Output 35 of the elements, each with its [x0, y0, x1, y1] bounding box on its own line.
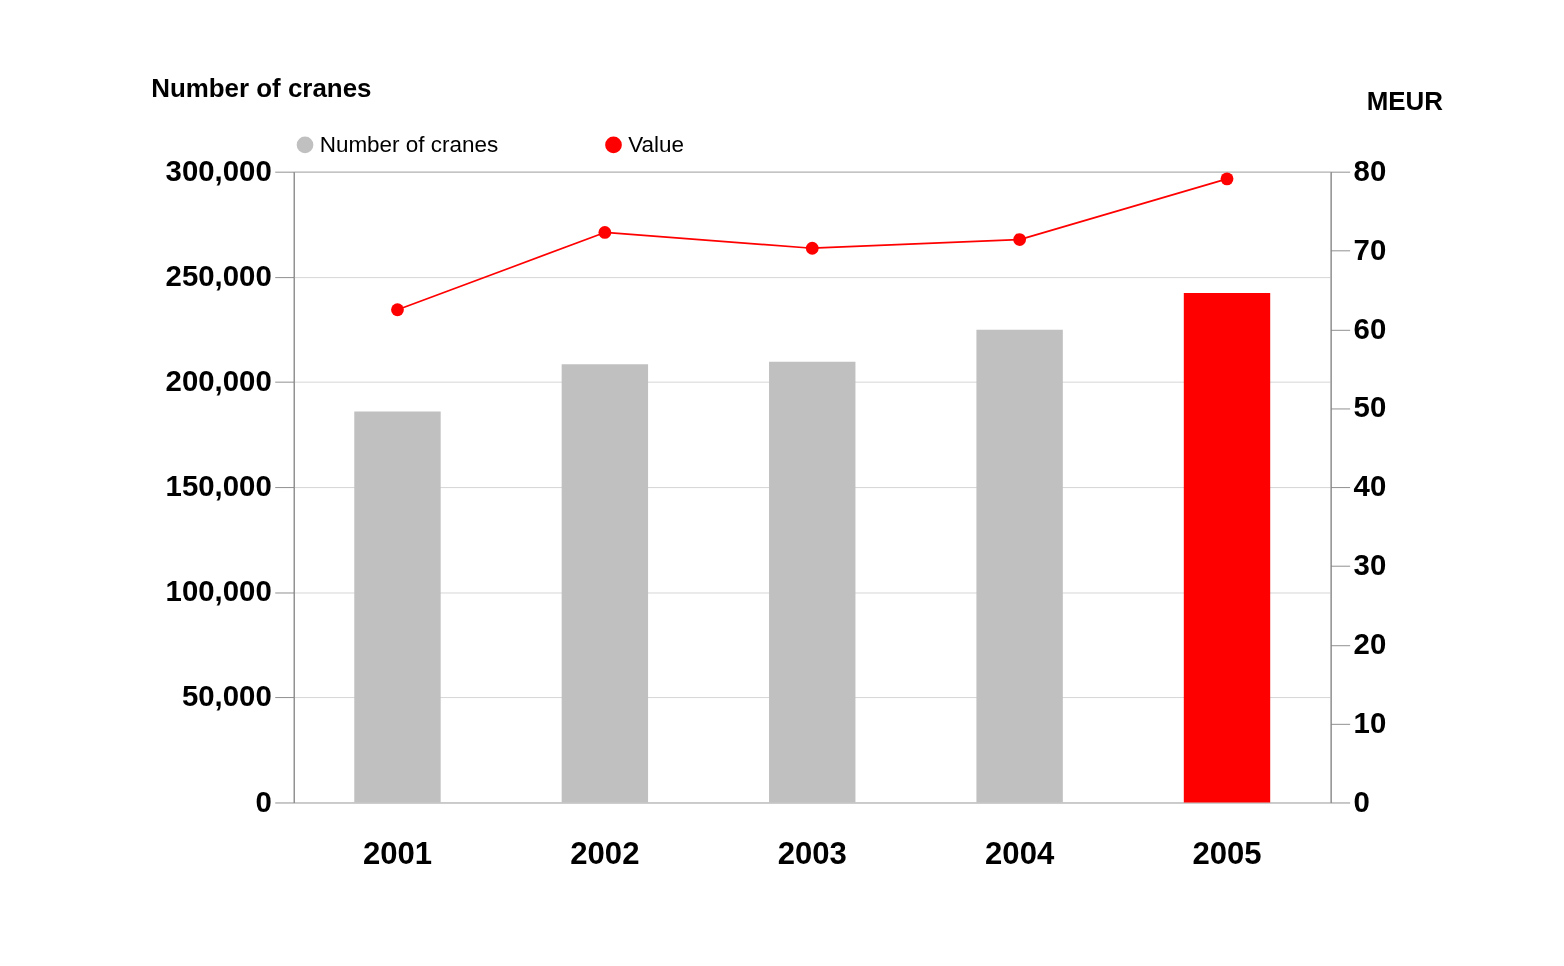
y-tick-label: 300,000 — [165, 153, 272, 187]
point — [391, 303, 404, 317]
y-tick-label: 150,000 — [165, 469, 272, 503]
y2-tick-label: 20 — [1353, 626, 1387, 660]
y2-tick-label: 40 — [1353, 469, 1387, 503]
x-tick-label: 2002 — [570, 835, 640, 871]
bar — [354, 411, 441, 803]
point — [598, 226, 612, 239]
y2-axis-title: MEUR — [1366, 87, 1444, 116]
bar — [561, 364, 649, 803]
bar — [1183, 293, 1271, 803]
y-tick-label: 50,000 — [181, 679, 272, 713]
legend-label: Value — [628, 131, 684, 157]
bar — [976, 329, 1063, 803]
y2-tick-label: 80 — [1353, 153, 1387, 187]
y-axis-title: Number of cranes — [151, 74, 372, 103]
x-tick-label: 2003 — [777, 835, 847, 871]
y2-tick-label: 60 — [1353, 311, 1387, 345]
x-tick-label: 2001 — [362, 835, 433, 871]
bar — [769, 361, 856, 803]
x-tick-label: 2004 — [985, 835, 1055, 871]
point — [1220, 172, 1234, 186]
y2-tick-label: 10 — [1353, 705, 1387, 739]
x-tick-label: 2005 — [1192, 835, 1262, 871]
y-tick-label: 200,000 — [165, 364, 272, 398]
y2-tick-label: 70 — [1353, 232, 1387, 266]
point — [805, 241, 819, 255]
y-tick-label: 100,000 — [165, 574, 272, 608]
y2-tick-label: 0 — [1353, 784, 1370, 818]
y-tick-label: 0 — [255, 784, 272, 818]
y2-tick-label: 30 — [1353, 548, 1387, 582]
point — [1013, 233, 1027, 246]
legend-label: Number of cranes — [319, 131, 499, 157]
y-tick-label: 250,000 — [165, 258, 272, 292]
y2-tick-label: 50 — [1353, 390, 1387, 424]
